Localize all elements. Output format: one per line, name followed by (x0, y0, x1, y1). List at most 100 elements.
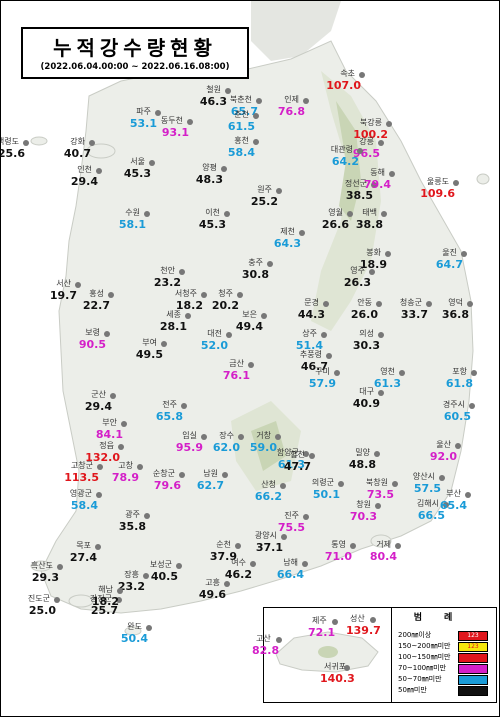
station-marker-icon (389, 171, 395, 177)
station-value: 60.5 (443, 410, 471, 423)
station-value: 25.6 (0, 147, 25, 160)
station-value: 25.2 (250, 195, 278, 208)
station-marker-icon (344, 665, 350, 671)
station-name: 추풍령 (299, 350, 322, 359)
station-name: 목포 (76, 541, 91, 550)
station-name: 부여 (142, 338, 157, 347)
title-box: 누적강수량현황 (2022.06.04.00:00 ~ 2022.06.16.0… (21, 27, 249, 79)
station-name: 구미 (315, 367, 330, 376)
station-value: 26.6 (321, 218, 349, 231)
station-value: 22.7 (82, 299, 110, 312)
station-marker-icon (381, 211, 387, 217)
station-value: 49.4 (235, 320, 263, 333)
station-value: 29.4 (70, 175, 98, 188)
station-value: 62.7 (196, 479, 224, 492)
station-marker-icon (321, 332, 327, 338)
station-value: 50.4 (120, 632, 148, 645)
station-marker-icon (280, 483, 286, 489)
station-marker-icon (378, 140, 384, 146)
station-name: 동해 (370, 168, 385, 177)
station-marker-icon (108, 292, 114, 298)
station-value: 58.4 (70, 499, 98, 512)
station-marker-icon (378, 390, 384, 396)
station-value: 46.3 (199, 95, 227, 108)
station-name: 보은 (242, 310, 257, 319)
station-marker-icon (250, 561, 256, 567)
station-name: 흑산도 (30, 561, 53, 570)
station-value: 47.7 (283, 460, 311, 473)
station-name: 의성 (359, 329, 374, 338)
station-value: 37.9 (209, 550, 237, 563)
station-value: 48.8 (348, 458, 376, 471)
station-name: 세종 (166, 310, 181, 319)
legend-label: 50㎜미만 (398, 686, 427, 694)
station-marker-icon (201, 434, 207, 440)
station-marker-icon (467, 301, 473, 307)
station-value: 18.2 (175, 299, 203, 312)
station-value: 52.0 (200, 339, 228, 352)
station-name: 충주 (248, 258, 263, 267)
station-marker-icon (144, 211, 150, 217)
station-name: 정선군 (344, 179, 367, 188)
station-marker-icon (395, 543, 401, 549)
legend-row: 200㎜이상 123 (398, 630, 492, 641)
station-marker-icon (57, 564, 63, 570)
legend-label: 150~200㎜미만 (398, 642, 451, 650)
station-value: 66.4 (276, 568, 304, 581)
station-name: 이천 (205, 208, 220, 217)
station-name: 상주 (302, 329, 317, 338)
station-name: 철원 (206, 85, 221, 94)
station-name: 문경 (304, 298, 319, 307)
station-value: 59.0 (249, 441, 277, 454)
station-marker-icon (323, 301, 329, 307)
station-value: 100.2 (353, 128, 388, 141)
station-marker-icon (110, 393, 116, 399)
station-value: 28.1 (159, 320, 187, 333)
station-value: 37.1 (255, 541, 283, 554)
station-marker-icon (303, 98, 309, 104)
station-marker-icon (137, 464, 143, 470)
station-value: 107.0 (326, 79, 361, 92)
jeju-inset: 제주 72.1 성산 139.7 고산 82.8 서귀포 140.3 (252, 607, 392, 703)
station-value: 65.4 (439, 499, 467, 512)
station-value: 45.3 (123, 167, 151, 180)
station-name: 홍천 (234, 136, 249, 145)
station-value: 38.8 (355, 218, 383, 231)
station-marker-icon (299, 230, 305, 236)
station-value: 35.8 (118, 520, 146, 533)
station-value: 29.3 (31, 571, 59, 584)
station-marker-icon (303, 451, 309, 457)
station-marker-icon (471, 370, 477, 376)
station-marker-icon (426, 301, 432, 307)
station-name: 강릉 (359, 137, 374, 146)
station-name: 밀양 (355, 448, 370, 457)
legend-title: 범례 (413, 613, 475, 623)
station-name: 통영 (331, 540, 346, 549)
station-marker-icon (347, 211, 353, 217)
station-value: 65.8 (155, 410, 183, 423)
station-name: 제주 (312, 616, 327, 625)
station-value: 92.0 (429, 450, 457, 463)
station-marker-icon (221, 166, 227, 172)
station-name: 의령군 (311, 478, 334, 487)
station-value: 90.5 (78, 338, 106, 351)
station-value: 139.7 (346, 624, 381, 637)
station-marker-icon (143, 573, 149, 579)
station-name: 홍성 (89, 289, 104, 298)
legend-swatch (458, 686, 488, 696)
station-name: 임실 (182, 431, 197, 440)
station-marker-icon (267, 261, 273, 267)
legend-row: 70~100㎜미만 (398, 663, 492, 674)
station-name: 영광군 (69, 489, 92, 498)
station-name: 북춘천 (229, 95, 252, 104)
station-name: 영주 (350, 266, 365, 275)
station-value: 140.3 (320, 672, 355, 685)
station-value: 64.7 (435, 258, 463, 271)
station-marker-icon (104, 331, 110, 337)
station-value: 19.7 (49, 289, 77, 302)
station-name: 보령 (85, 328, 100, 337)
station-name: 군산 (91, 390, 106, 399)
station-name: 부산 (446, 489, 461, 498)
station-value: 71.0 (324, 550, 352, 563)
